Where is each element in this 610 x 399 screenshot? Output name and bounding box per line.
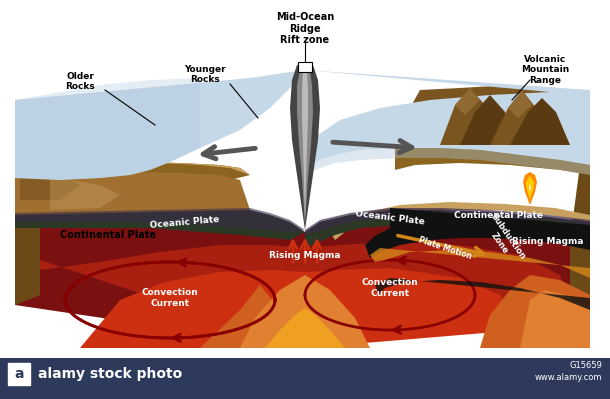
Bar [298,62,312,72]
Text: Younger
Rocks: Younger Rocks [184,65,226,85]
Polygon shape [520,290,590,348]
Polygon shape [50,175,120,210]
Text: Subduction
Zone: Subduction Zone [480,212,527,268]
Polygon shape [490,90,550,145]
Polygon shape [375,278,590,310]
Text: a: a [14,367,24,381]
Polygon shape [15,210,305,240]
Text: Volcanic
Mountain
Range: Volcanic Mountain Range [521,55,569,85]
Polygon shape [40,242,570,348]
Text: Rising Magma: Rising Magma [269,251,341,259]
Text: Rising Magma: Rising Magma [512,237,584,247]
Polygon shape [160,285,305,348]
Polygon shape [15,70,305,180]
Text: Convection
Current: Convection Current [142,288,198,308]
Text: Continental Plate: Continental Plate [453,211,542,219]
Bar [0,358,610,399]
Text: G15659: G15659 [569,361,602,371]
Text: Older
Rocks: Older Rocks [65,72,95,91]
Text: www.alamy.com: www.alamy.com [534,373,602,383]
Text: Continental Plate: Continental Plate [60,230,156,240]
Polygon shape [80,268,520,348]
Polygon shape [240,275,370,348]
Polygon shape [460,95,520,145]
Polygon shape [20,160,80,200]
Polygon shape [15,100,250,184]
Polygon shape [15,100,250,175]
Polygon shape [290,65,320,230]
Polygon shape [480,275,590,348]
Polygon shape [265,308,345,348]
Polygon shape [15,100,40,305]
Polygon shape [529,184,531,192]
Text: Plate Motion: Plate Motion [417,235,473,261]
Polygon shape [302,68,308,220]
Text: Convection
Current: Convection Current [362,278,418,298]
Polygon shape [523,172,537,205]
Polygon shape [305,148,590,175]
Text: Mid-Ocean
Ridge
Rift zone: Mid-Ocean Ridge Rift zone [276,12,334,45]
Polygon shape [330,135,590,240]
Polygon shape [15,220,590,348]
Polygon shape [305,210,590,248]
Polygon shape [395,85,590,148]
Polygon shape [440,88,500,145]
Polygon shape [370,248,590,278]
Bar [8,363,30,385]
Polygon shape [305,70,590,170]
Polygon shape [526,176,534,200]
Polygon shape [297,65,313,225]
Polygon shape [365,208,590,258]
Text: Oceanic Plate: Oceanic Plate [150,215,220,229]
Polygon shape [455,88,480,115]
Polygon shape [305,208,590,235]
Text: Oceanic Plate: Oceanic Plate [355,209,425,227]
Polygon shape [15,155,250,215]
Polygon shape [15,78,200,180]
Polygon shape [15,208,305,232]
Polygon shape [395,145,590,175]
Text: alamy stock photo: alamy stock photo [38,367,182,381]
Polygon shape [15,65,590,348]
Polygon shape [570,90,590,315]
Polygon shape [510,98,570,145]
Polygon shape [508,90,532,118]
